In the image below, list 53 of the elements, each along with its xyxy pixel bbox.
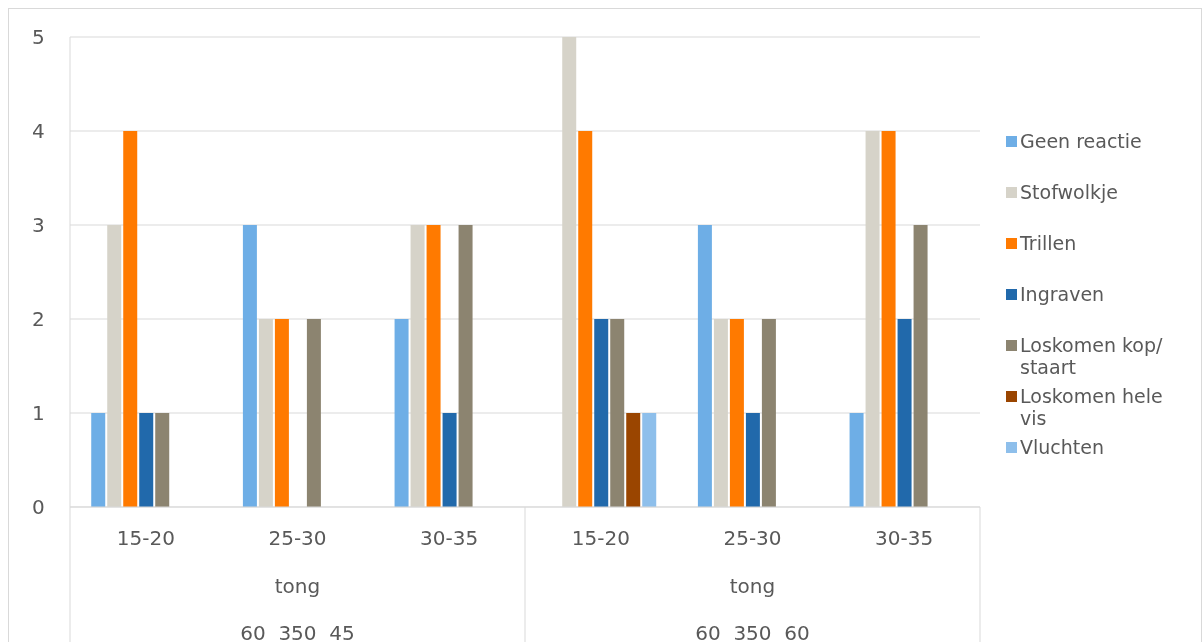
- bar: [729, 319, 744, 507]
- legend-label: Trillen: [1020, 232, 1077, 254]
- y-tick-label: 3: [32, 213, 45, 238]
- bar: [426, 225, 441, 507]
- x-tick-label: 15-20: [116, 526, 175, 551]
- bar: [458, 225, 473, 507]
- bar: [697, 225, 712, 507]
- legend-label: Stofwolkje: [1020, 181, 1118, 203]
- x-tick-label: 15-20: [571, 526, 630, 551]
- bar: [410, 225, 425, 507]
- legend-label: Loskomen kop/ staart: [1020, 334, 1164, 378]
- x-tick-label: 25-30: [723, 526, 782, 551]
- bar: [642, 413, 657, 507]
- bar: [849, 413, 864, 507]
- y-tick-label: 5: [32, 25, 45, 50]
- y-tick-label: 0: [32, 495, 45, 520]
- text: tong: [729, 574, 776, 598]
- text: 60 350 45: [240, 621, 355, 642]
- y-tick-label: 1: [32, 401, 45, 426]
- y-tick-label: 2: [32, 307, 45, 332]
- bar: [562, 37, 577, 507]
- x-tick-label: 30-35: [420, 526, 479, 551]
- bar: [139, 413, 154, 507]
- legend-label: Vluchten: [1020, 436, 1104, 458]
- bar: [91, 413, 106, 507]
- text: tong: [274, 574, 321, 598]
- bar: [442, 413, 457, 507]
- y-tick-label: 4: [32, 119, 45, 144]
- bar: [761, 319, 776, 507]
- legend-label: Ingraven: [1020, 283, 1105, 305]
- bar: [897, 319, 912, 507]
- legend-label: Geen reactie: [1020, 130, 1142, 152]
- bar: [713, 319, 728, 507]
- x-tick-label: 30-35: [875, 526, 934, 551]
- bar: [881, 131, 896, 507]
- bar: [258, 319, 273, 507]
- bar: [626, 413, 641, 507]
- bar: [306, 319, 321, 507]
- bar: [610, 319, 625, 507]
- bar: [594, 319, 609, 507]
- bar: [274, 319, 289, 507]
- bar: [913, 225, 928, 507]
- bar: [865, 131, 880, 507]
- text: 60 350 60: [695, 621, 810, 642]
- bar: [578, 131, 593, 507]
- x-tick-label: 25-30: [268, 526, 327, 551]
- bar: [394, 319, 409, 507]
- bar: [242, 225, 257, 507]
- legend-label: Loskomen hele vis: [1020, 385, 1164, 429]
- bar: [745, 413, 760, 507]
- bar: [107, 225, 122, 507]
- bar: [123, 131, 138, 507]
- bar: [155, 413, 170, 507]
